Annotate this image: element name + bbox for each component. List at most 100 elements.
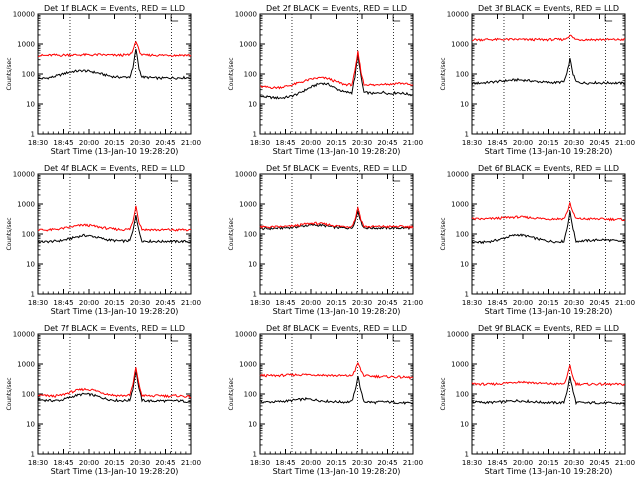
events-series-line: [471, 376, 625, 406]
x-tick-label: 18:30: [250, 139, 270, 147]
y-tick-label: 10: [460, 261, 469, 269]
plot-frame: [471, 13, 626, 135]
y-tick-label: 100: [244, 71, 257, 79]
y-axis-label: Counts/sec: [228, 377, 235, 410]
x-tick-label: 21:00: [181, 459, 201, 467]
y-tick-label: 1: [31, 131, 35, 139]
chart-panel-6: 1 10 100 1000 10000 18:30 18:45 20:00 20:15 20:30…: [440, 164, 635, 316]
x-tick-label: 21:00: [615, 299, 635, 307]
y-tick-label: 10: [460, 421, 469, 429]
x-tick-label: 20:30: [130, 459, 150, 467]
x-tick-label: 20:15: [538, 459, 558, 467]
chart-title: Det 8f BLACK = Events, RED = LLD: [266, 324, 407, 333]
x-tick-label: 18:45: [275, 299, 295, 307]
x-tick-label: 20:00: [301, 459, 321, 467]
chart-title: Det 1f BLACK = Events, RED = LLD: [44, 4, 185, 13]
x-tick-label: 20:45: [589, 139, 609, 147]
x-tick-label: 18:30: [462, 299, 482, 307]
y-axis-label: Counts/sec: [228, 217, 235, 250]
y-tick-label: 100: [244, 231, 257, 239]
y-tick-label: 1: [253, 291, 257, 299]
y-axis-label: Counts/sec: [440, 217, 447, 250]
x-tick-label: 21:00: [181, 299, 201, 307]
y-tick-label: 1000: [239, 41, 257, 49]
x-axis-label: Start Time (13-Jan-10 19:28:20): [273, 147, 401, 156]
y-tick-label: 10000: [447, 171, 469, 179]
x-tick-label: 18:45: [275, 459, 295, 467]
chart-title: Det 7f BLACK = Events, RED = LLD: [44, 324, 185, 333]
chart-title: Det 3f BLACK = Events, RED = LLD: [478, 4, 619, 13]
y-tick-label: 100: [244, 391, 257, 399]
y-tick-label: 10: [460, 101, 469, 109]
x-tick-label: 20:30: [564, 139, 584, 147]
x-tick-label: 18:45: [487, 459, 507, 467]
interval-marker: [604, 15, 613, 22]
events-series-line: [37, 215, 192, 244]
y-tick-label: 10000: [13, 11, 35, 19]
x-tick-label: 18:45: [53, 139, 73, 147]
chart-panel-1: 1 10 100 1000 10000 18:30 18:45 20:00 20:15 20:30…: [6, 4, 201, 156]
x-tick-label: 18:45: [53, 299, 73, 307]
chart-panel-9: 1 10 100 1000 10000 18:30 18:45 20:00 20:15 20:30…: [440, 324, 635, 476]
events-series-line: [259, 53, 414, 100]
x-axis-label: Start Time (13-Jan-10 19:28:20): [485, 467, 613, 476]
x-tick-label: 20:15: [326, 299, 346, 307]
chart-title: Det 9f BLACK = Events, RED = LLD: [478, 324, 619, 333]
x-tick-label: 18:30: [250, 299, 270, 307]
x-tick-label: 20:00: [513, 459, 533, 467]
chart-title: Det 5f BLACK = Events, RED = LLD: [266, 164, 407, 173]
chart-panel-5: 1 10 100 1000 10000 18:30 18:45 20:00 20:15 20:30…: [228, 164, 423, 316]
y-tick-label: 100: [456, 391, 469, 399]
x-tick-label: 18:45: [275, 139, 295, 147]
x-tick-label: 18:30: [462, 139, 482, 147]
x-tick-label: 20:00: [513, 139, 533, 147]
y-tick-label: 1000: [17, 201, 35, 209]
y-tick-label: 100: [22, 231, 35, 239]
y-axis-label: Counts/sec: [6, 377, 13, 410]
chart-panel-3: 1 10 100 1000 10000 18:30 18:45 20:00 20:15 20:30…: [440, 4, 635, 156]
y-tick-label: 10: [248, 101, 257, 109]
y-tick-label: 1: [253, 131, 257, 139]
interval-marker: [604, 335, 613, 342]
events-series-line: [37, 48, 192, 81]
interval-marker: [170, 15, 179, 22]
chart-title: Det 2f BLACK = Events, RED = LLD: [266, 4, 407, 13]
x-axis-label: Start Time (13-Jan-10 19:28:20): [51, 467, 179, 476]
x-tick-label: 20:45: [155, 299, 175, 307]
x-tick-label: 18:30: [28, 139, 48, 147]
interval-marker: [604, 175, 613, 182]
x-axis-label: Start Time (13-Jan-10 19:28:20): [273, 467, 401, 476]
x-tick-label: 20:30: [352, 139, 372, 147]
y-tick-label: 10: [248, 421, 257, 429]
y-axis-label: Counts/sec: [6, 57, 13, 90]
x-tick-label: 21:00: [181, 139, 201, 147]
y-tick-label: 1: [465, 131, 469, 139]
x-tick-label: 20:15: [538, 299, 558, 307]
x-axis-label: Start Time (13-Jan-10 19:28:20): [273, 307, 401, 316]
lld-series-line: [471, 202, 626, 222]
y-tick-label: 100: [22, 391, 35, 399]
y-tick-label: 1: [465, 451, 469, 459]
plot-frame: [37, 173, 192, 295]
x-tick-label: 21:00: [403, 299, 423, 307]
interval-marker: [170, 335, 179, 342]
y-axis-label: Counts/sec: [6, 217, 13, 250]
y-tick-label: 10000: [447, 11, 469, 19]
x-axis-label: Start Time (13-Jan-10 19:28:20): [51, 147, 179, 156]
y-axis-label: Counts/sec: [440, 57, 447, 90]
y-tick-label: 1: [31, 451, 35, 459]
x-tick-label: 20:00: [301, 139, 321, 147]
chart-title: Det 6f BLACK = Events, RED = LLD: [478, 164, 619, 173]
x-tick-label: 21:00: [615, 459, 635, 467]
y-tick-label: 10: [26, 421, 35, 429]
x-axis-label: Start Time (13-Jan-10 19:28:20): [485, 307, 613, 316]
plot-frame: [259, 13, 414, 135]
plot-frame: [37, 13, 192, 135]
chart-panel-4: 1 10 100 1000 10000 18:30 18:45 20:00 20:15 20:30…: [6, 164, 201, 316]
x-tick-label: 18:45: [53, 459, 73, 467]
x-tick-label: 20:00: [301, 299, 321, 307]
lld-series-line: [37, 205, 192, 232]
y-tick-label: 1000: [451, 201, 469, 209]
plot-frame: [37, 333, 192, 455]
